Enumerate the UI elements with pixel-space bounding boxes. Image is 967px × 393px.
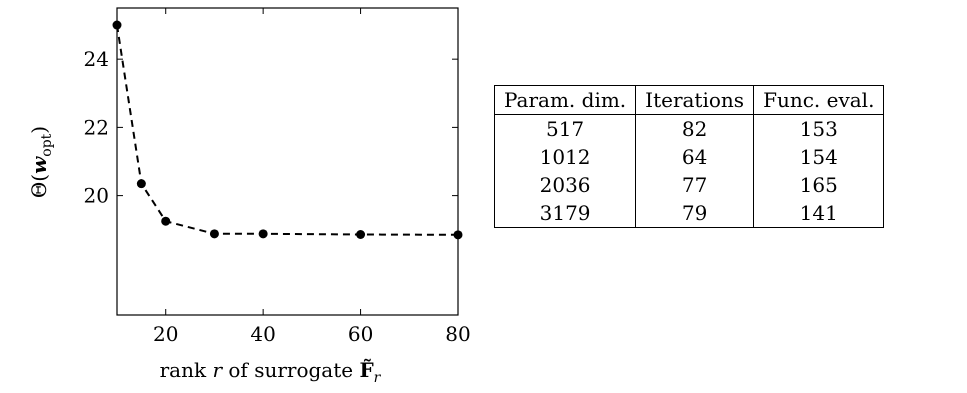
tick-labels: 20 40 60 80 20 22 24 [84, 47, 471, 346]
cell-iterations: 64 [635, 143, 754, 171]
y-tick-label: 22 [84, 115, 109, 139]
results-table: Param. dim. Iterations Func. eval. 517 8… [493, 85, 885, 228]
tick-marks [117, 8, 459, 315]
cell-param-dim: 517 [493, 114, 636, 143]
data-point [209, 229, 219, 239]
cell-param-dim: 1012 [493, 143, 636, 171]
x-tick-label: 20 [153, 322, 178, 346]
header-func-eval: Func. eval. [753, 85, 885, 115]
y-tick-label: 24 [84, 47, 109, 71]
y-tick-label: 20 [84, 184, 109, 208]
x-tick-label: 80 [445, 322, 470, 346]
cell-func-eval: 153 [753, 114, 885, 143]
cell-iterations: 77 [635, 171, 754, 199]
x-axis-label: rank r of surrogate F̃r [160, 358, 382, 386]
y-axis-label: Θ(wopt) [27, 126, 55, 198]
x-tick-label: 60 [348, 322, 373, 346]
table-row: 2036 77 165 [493, 171, 885, 199]
data-point [161, 216, 171, 226]
cell-param-dim: 2036 [493, 171, 636, 199]
table-header-row: Param. dim. Iterations Func. eval. [493, 85, 885, 115]
header-iterations: Iterations [635, 85, 754, 115]
rank-chart: 20 40 60 80 20 22 24 rank r of surrogate F̃r Θ… [27, 7, 471, 386]
header-param-dim: Param. dim. [493, 85, 636, 115]
table-row: 517 82 153 [493, 114, 885, 143]
plot-frame [116, 7, 459, 316]
data-point [258, 229, 268, 239]
cell-func-eval: 154 [753, 143, 885, 171]
cell-iterations: 82 [635, 114, 754, 143]
data-point [112, 20, 122, 30]
series-line [116, 24, 459, 236]
data-point [136, 179, 146, 189]
series-points [112, 20, 463, 240]
table-row: 1012 64 154 [493, 143, 885, 171]
cell-param-dim: 3179 [493, 199, 636, 228]
cell-func-eval: 141 [753, 199, 885, 228]
data-point [356, 229, 366, 239]
x-tick-label: 40 [250, 322, 275, 346]
cell-func-eval: 165 [753, 171, 885, 199]
table-row: 3179 79 141 [493, 199, 885, 228]
cell-iterations: 79 [635, 199, 754, 228]
data-point [453, 230, 463, 240]
